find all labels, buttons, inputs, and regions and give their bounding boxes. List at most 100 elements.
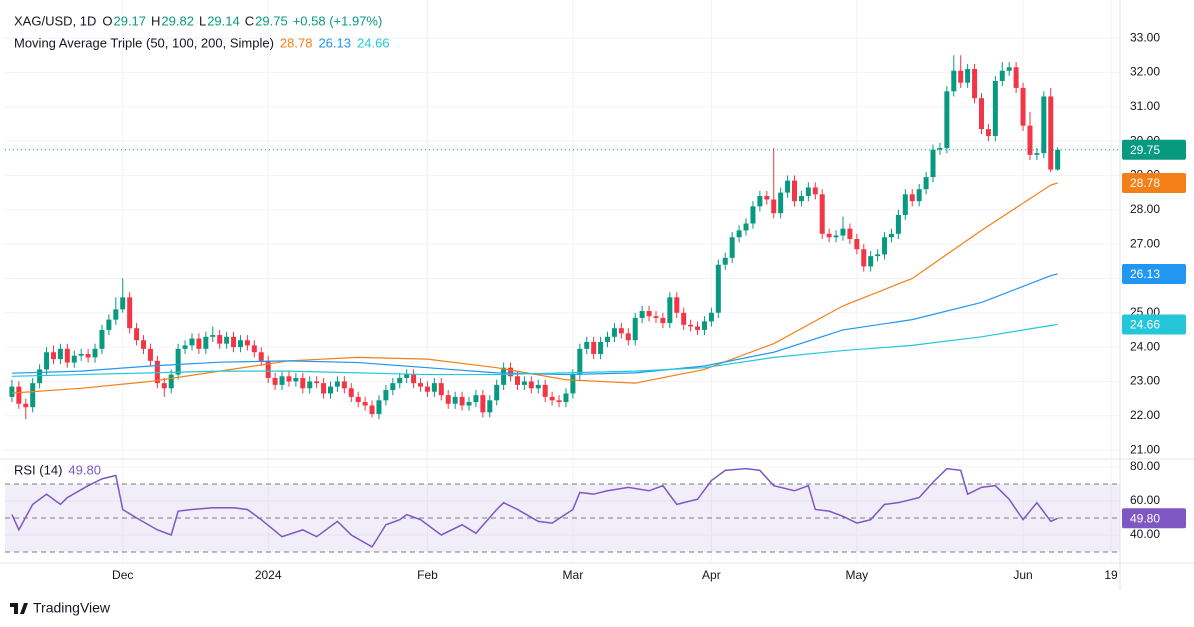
- candle-body: [868, 256, 874, 267]
- candle-body: [466, 402, 472, 406]
- candle-body: [618, 328, 624, 334]
- y-tick-label: 27.00: [1130, 236, 1160, 250]
- candle-body: [23, 403, 29, 408]
- candle-body: [535, 384, 541, 389]
- candle-body: [736, 230, 742, 238]
- candle-body: [660, 317, 666, 324]
- candle-body: [376, 400, 382, 415]
- candle-body: [147, 348, 153, 361]
- candle-body: [514, 376, 520, 385]
- candle-body: [542, 384, 548, 397]
- x-tick-label: Dec: [112, 568, 133, 582]
- candle-body: [321, 383, 327, 394]
- candle-body: [50, 352, 56, 360]
- rsi-line: [11, 467, 1058, 548]
- candle-body: [798, 196, 804, 202]
- grid: [5, 0, 1120, 562]
- candle-body: [826, 233, 832, 238]
- candle-body: [300, 378, 306, 389]
- candle-body: [355, 396, 361, 403]
- y-tick-label: 60.00: [1130, 493, 1160, 507]
- candle-body: [203, 336, 209, 349]
- logo: TradingView: [10, 600, 111, 616]
- candle-body: [902, 194, 908, 215]
- candle-body: [224, 336, 230, 344]
- marks: [5, 55, 1120, 553]
- candle-body: [1048, 96, 1054, 170]
- candle-body: [930, 149, 936, 178]
- candle-body: [715, 264, 721, 313]
- price-tag-label: 49.80: [1130, 511, 1160, 525]
- price-tag: [1122, 172, 1186, 193]
- candle-body: [293, 378, 299, 382]
- candle-body: [916, 189, 922, 202]
- candle-body: [605, 336, 611, 342]
- moving-average-line: [11, 273, 1058, 376]
- candle-body: [473, 395, 479, 403]
- y-tick-label: 31.00: [1130, 99, 1160, 113]
- candle-body: [701, 321, 707, 330]
- candle-body: [445, 395, 451, 404]
- candle-body: [646, 311, 652, 317]
- candle-body: [210, 335, 216, 337]
- candle-body: [383, 390, 389, 401]
- candle-body: [127, 297, 133, 329]
- legend-key: H: [151, 13, 160, 28]
- candle-body: [237, 340, 243, 348]
- candle-body: [272, 378, 278, 385]
- candle-body: [44, 352, 50, 370]
- candle-body: [113, 309, 119, 320]
- candle-body: [1006, 67, 1012, 71]
- candle-body: [563, 393, 569, 403]
- candle-body: [999, 70, 1005, 82]
- candle-body: [729, 237, 735, 258]
- candle-body: [521, 381, 527, 385]
- price-tag: [1122, 508, 1186, 529]
- legend-text: 26.13: [318, 35, 351, 50]
- candle-body: [106, 319, 112, 330]
- candle-body: [632, 317, 638, 341]
- candle-body: [480, 395, 486, 413]
- candle-body: [895, 214, 901, 234]
- candle-body: [653, 316, 659, 318]
- candle-body: [57, 348, 63, 360]
- candle-body: [501, 367, 507, 385]
- candle-body: [175, 348, 181, 375]
- candle-body: [244, 340, 250, 346]
- candle-body: [64, 348, 70, 363]
- candle-body: [1013, 67, 1019, 88]
- candle-body: [452, 396, 458, 404]
- y-tick-label: 33.00: [1130, 30, 1160, 44]
- y-tick-label: 28.00: [1130, 202, 1160, 216]
- legend-text: RSI (14): [14, 462, 62, 477]
- candle-body: [674, 297, 680, 313]
- candle-body: [404, 374, 410, 379]
- candle-body: [1020, 87, 1026, 126]
- price-tag-label: 24.66: [1130, 318, 1160, 332]
- logo-mark: [10, 603, 28, 614]
- candle-body: [771, 199, 777, 214]
- legend-text: 24.66: [357, 35, 390, 50]
- candle-body: [1055, 149, 1061, 170]
- candle-body: [286, 376, 292, 382]
- candle-body: [854, 238, 860, 250]
- candle-body: [556, 400, 562, 403]
- x-tick-label: Mar: [563, 568, 584, 582]
- moving-average-line: [11, 182, 1058, 394]
- candle-body: [411, 374, 417, 384]
- candle-body: [9, 386, 15, 397]
- candle-body: [875, 254, 881, 257]
- price-tag: [1122, 263, 1186, 284]
- x-tick-label: May: [845, 568, 868, 582]
- price-tag: [1122, 314, 1186, 335]
- candle-body: [327, 386, 333, 394]
- legend-key: L: [199, 13, 206, 28]
- candle-body: [168, 374, 174, 389]
- candle-body: [598, 341, 604, 354]
- candle-body: [978, 98, 984, 130]
- candle-body: [161, 383, 167, 389]
- candle-body: [812, 187, 818, 195]
- y-tick-label: 22.00: [1130, 408, 1160, 422]
- legend-text: 49.80: [68, 462, 101, 477]
- moving-average-line: [11, 323, 1058, 377]
